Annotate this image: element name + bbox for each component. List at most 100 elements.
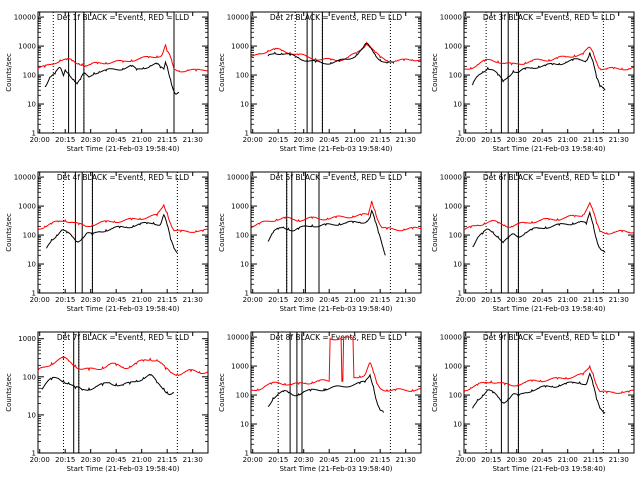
x-tick-label: 21:15 (157, 136, 177, 144)
x-tick-label: 21:30 (183, 296, 203, 304)
y-tick-label: 1 (245, 450, 249, 458)
y-tick-label: 100 (449, 72, 462, 80)
x-tick-label: 20:15 (268, 136, 288, 144)
x-tick-label: 20:45 (106, 296, 126, 304)
events-series-line (44, 60, 180, 95)
detector-panel-1: Det 1f BLACK = Events, RED = LLD 20:00 20:… (5, 11, 209, 153)
x-tick-label: 21:00 (132, 296, 152, 304)
x-tick-label: 21:30 (183, 136, 203, 144)
x-tick-label: 20:00 (243, 296, 263, 304)
y-tick-label: 10 (27, 261, 36, 269)
x-tick-label: 20:30 (294, 296, 314, 304)
y-tick-label: 10000 (14, 14, 36, 22)
x-tick-label: 21:30 (396, 296, 416, 304)
plot-frame (463, 171, 635, 294)
x-tick-label: 21:30 (609, 136, 629, 144)
y-tick-label: 10 (453, 101, 462, 109)
plot-frame (250, 331, 422, 454)
y-axis-label: Counts/sec (218, 53, 226, 92)
lld-series-line (250, 336, 422, 392)
y-tick-label: 1000 (231, 43, 249, 51)
y-tick-label: 1 (32, 450, 36, 458)
panel-title: Det 2f BLACK = Events, RED = LLD (270, 13, 403, 22)
y-tick-label: 1000 (231, 203, 249, 211)
y-axis-label: Counts/sec (5, 53, 13, 92)
x-tick-label: 20:45 (319, 456, 339, 464)
y-tick-label: 1000 (444, 203, 462, 211)
y-tick-label: 1 (245, 130, 249, 138)
panel-title: Det 7f BLACK = Events, RED = LLD (57, 333, 190, 342)
x-tick-label: 20:15 (55, 136, 75, 144)
detector-panel-7: Det 7f BLACK = Events, RED = LLD 20:00 20:… (5, 331, 209, 473)
x-tick-label: 20:30 (81, 136, 101, 144)
panel-title: Det 9f BLACK = Events, RED = LLD (483, 333, 616, 342)
x-tick-label: 20:30 (507, 136, 527, 144)
x-tick-label: 20:45 (532, 456, 552, 464)
events-series-line (472, 52, 606, 91)
plot-frame (37, 11, 209, 134)
x-tick-label: 21:00 (558, 296, 578, 304)
x-axis-label: Start Time (21-Feb-03 19:58:40) (279, 305, 392, 313)
y-tick-label: 10000 (227, 174, 249, 182)
y-tick-label: 100 (236, 72, 249, 80)
y-axis-label: Counts/sec (431, 373, 439, 412)
y-tick-label: 100 (23, 373, 36, 381)
plot-frame (37, 171, 209, 294)
x-tick-label: 21:00 (345, 136, 365, 144)
x-tick-label: 21:30 (609, 296, 629, 304)
x-tick-label: 21:00 (345, 456, 365, 464)
plot-frame (37, 331, 209, 454)
events-series-line (41, 373, 175, 396)
y-axis-label: Counts/sec (5, 213, 13, 252)
panel-title: Det 3f BLACK = Events, RED = LLD (483, 13, 616, 22)
x-axis-label: Start Time (21-Feb-03 19:58:40) (492, 305, 605, 313)
x-tick-label: 21:00 (558, 136, 578, 144)
x-tick-label: 21:00 (132, 136, 152, 144)
x-tick-label: 20:45 (319, 136, 339, 144)
lld-series-line (37, 356, 209, 377)
events-series-line (472, 372, 606, 414)
y-axis-label: Counts/sec (218, 373, 226, 412)
y-axis-label: Counts/sec (431, 213, 439, 252)
lld-series-line (250, 200, 422, 232)
panel-title: Det 8f BLACK = Events, RED = LLD (270, 333, 403, 342)
y-tick-label: 1 (32, 130, 36, 138)
x-axis-label: Start Time (21-Feb-03 19:58:40) (492, 465, 605, 473)
y-tick-label: 10000 (440, 334, 462, 342)
y-tick-label: 10 (453, 421, 462, 429)
y-tick-label: 1 (245, 290, 249, 298)
y-tick-label: 1 (458, 130, 462, 138)
x-tick-label: 21:15 (583, 136, 603, 144)
detector-panel-5: Det 5f BLACK = Events, RED = LLD 20:00 20:… (218, 171, 422, 313)
panel-title: Det 4f BLACK = Events, RED = LLD (57, 173, 190, 182)
y-tick-label: 100 (236, 392, 249, 400)
y-tick-label: 10000 (227, 14, 249, 22)
x-tick-label: 20:45 (532, 296, 552, 304)
x-tick-label: 20:30 (294, 456, 314, 464)
y-tick-label: 10 (27, 411, 36, 419)
x-tick-label: 21:15 (370, 136, 390, 144)
detector-panel-9: Det 9f BLACK = Events, RED = LLD 20:00 20:… (431, 331, 635, 473)
x-tick-label: 20:45 (106, 136, 126, 144)
events-series-line (267, 373, 385, 413)
x-tick-label: 20:30 (507, 456, 527, 464)
plot-frame (463, 11, 635, 134)
y-tick-label: 10000 (14, 174, 36, 182)
x-tick-label: 20:00 (456, 456, 476, 464)
detector-panel-3: Det 3f BLACK = Events, RED = LLD 20:00 20:… (431, 11, 635, 153)
y-tick-label: 1000 (444, 43, 462, 51)
x-tick-label: 20:00 (30, 296, 50, 304)
x-axis-label: Start Time (21-Feb-03 19:58:40) (492, 145, 605, 153)
y-tick-label: 10000 (440, 174, 462, 182)
x-axis-label: Start Time (21-Feb-03 19:58:40) (279, 145, 392, 153)
plot-frame (250, 171, 422, 294)
x-tick-label: 20:45 (532, 136, 552, 144)
y-axis-label: Counts/sec (218, 213, 226, 252)
x-tick-label: 21:15 (157, 296, 177, 304)
y-axis-label: Counts/sec (5, 373, 13, 412)
x-tick-label: 20:45 (319, 296, 339, 304)
y-tick-label: 100 (236, 232, 249, 240)
y-tick-label: 100 (449, 232, 462, 240)
detector-panel-8: Det 8f BLACK = Events, RED = LLD 20:00 20:… (218, 331, 422, 473)
